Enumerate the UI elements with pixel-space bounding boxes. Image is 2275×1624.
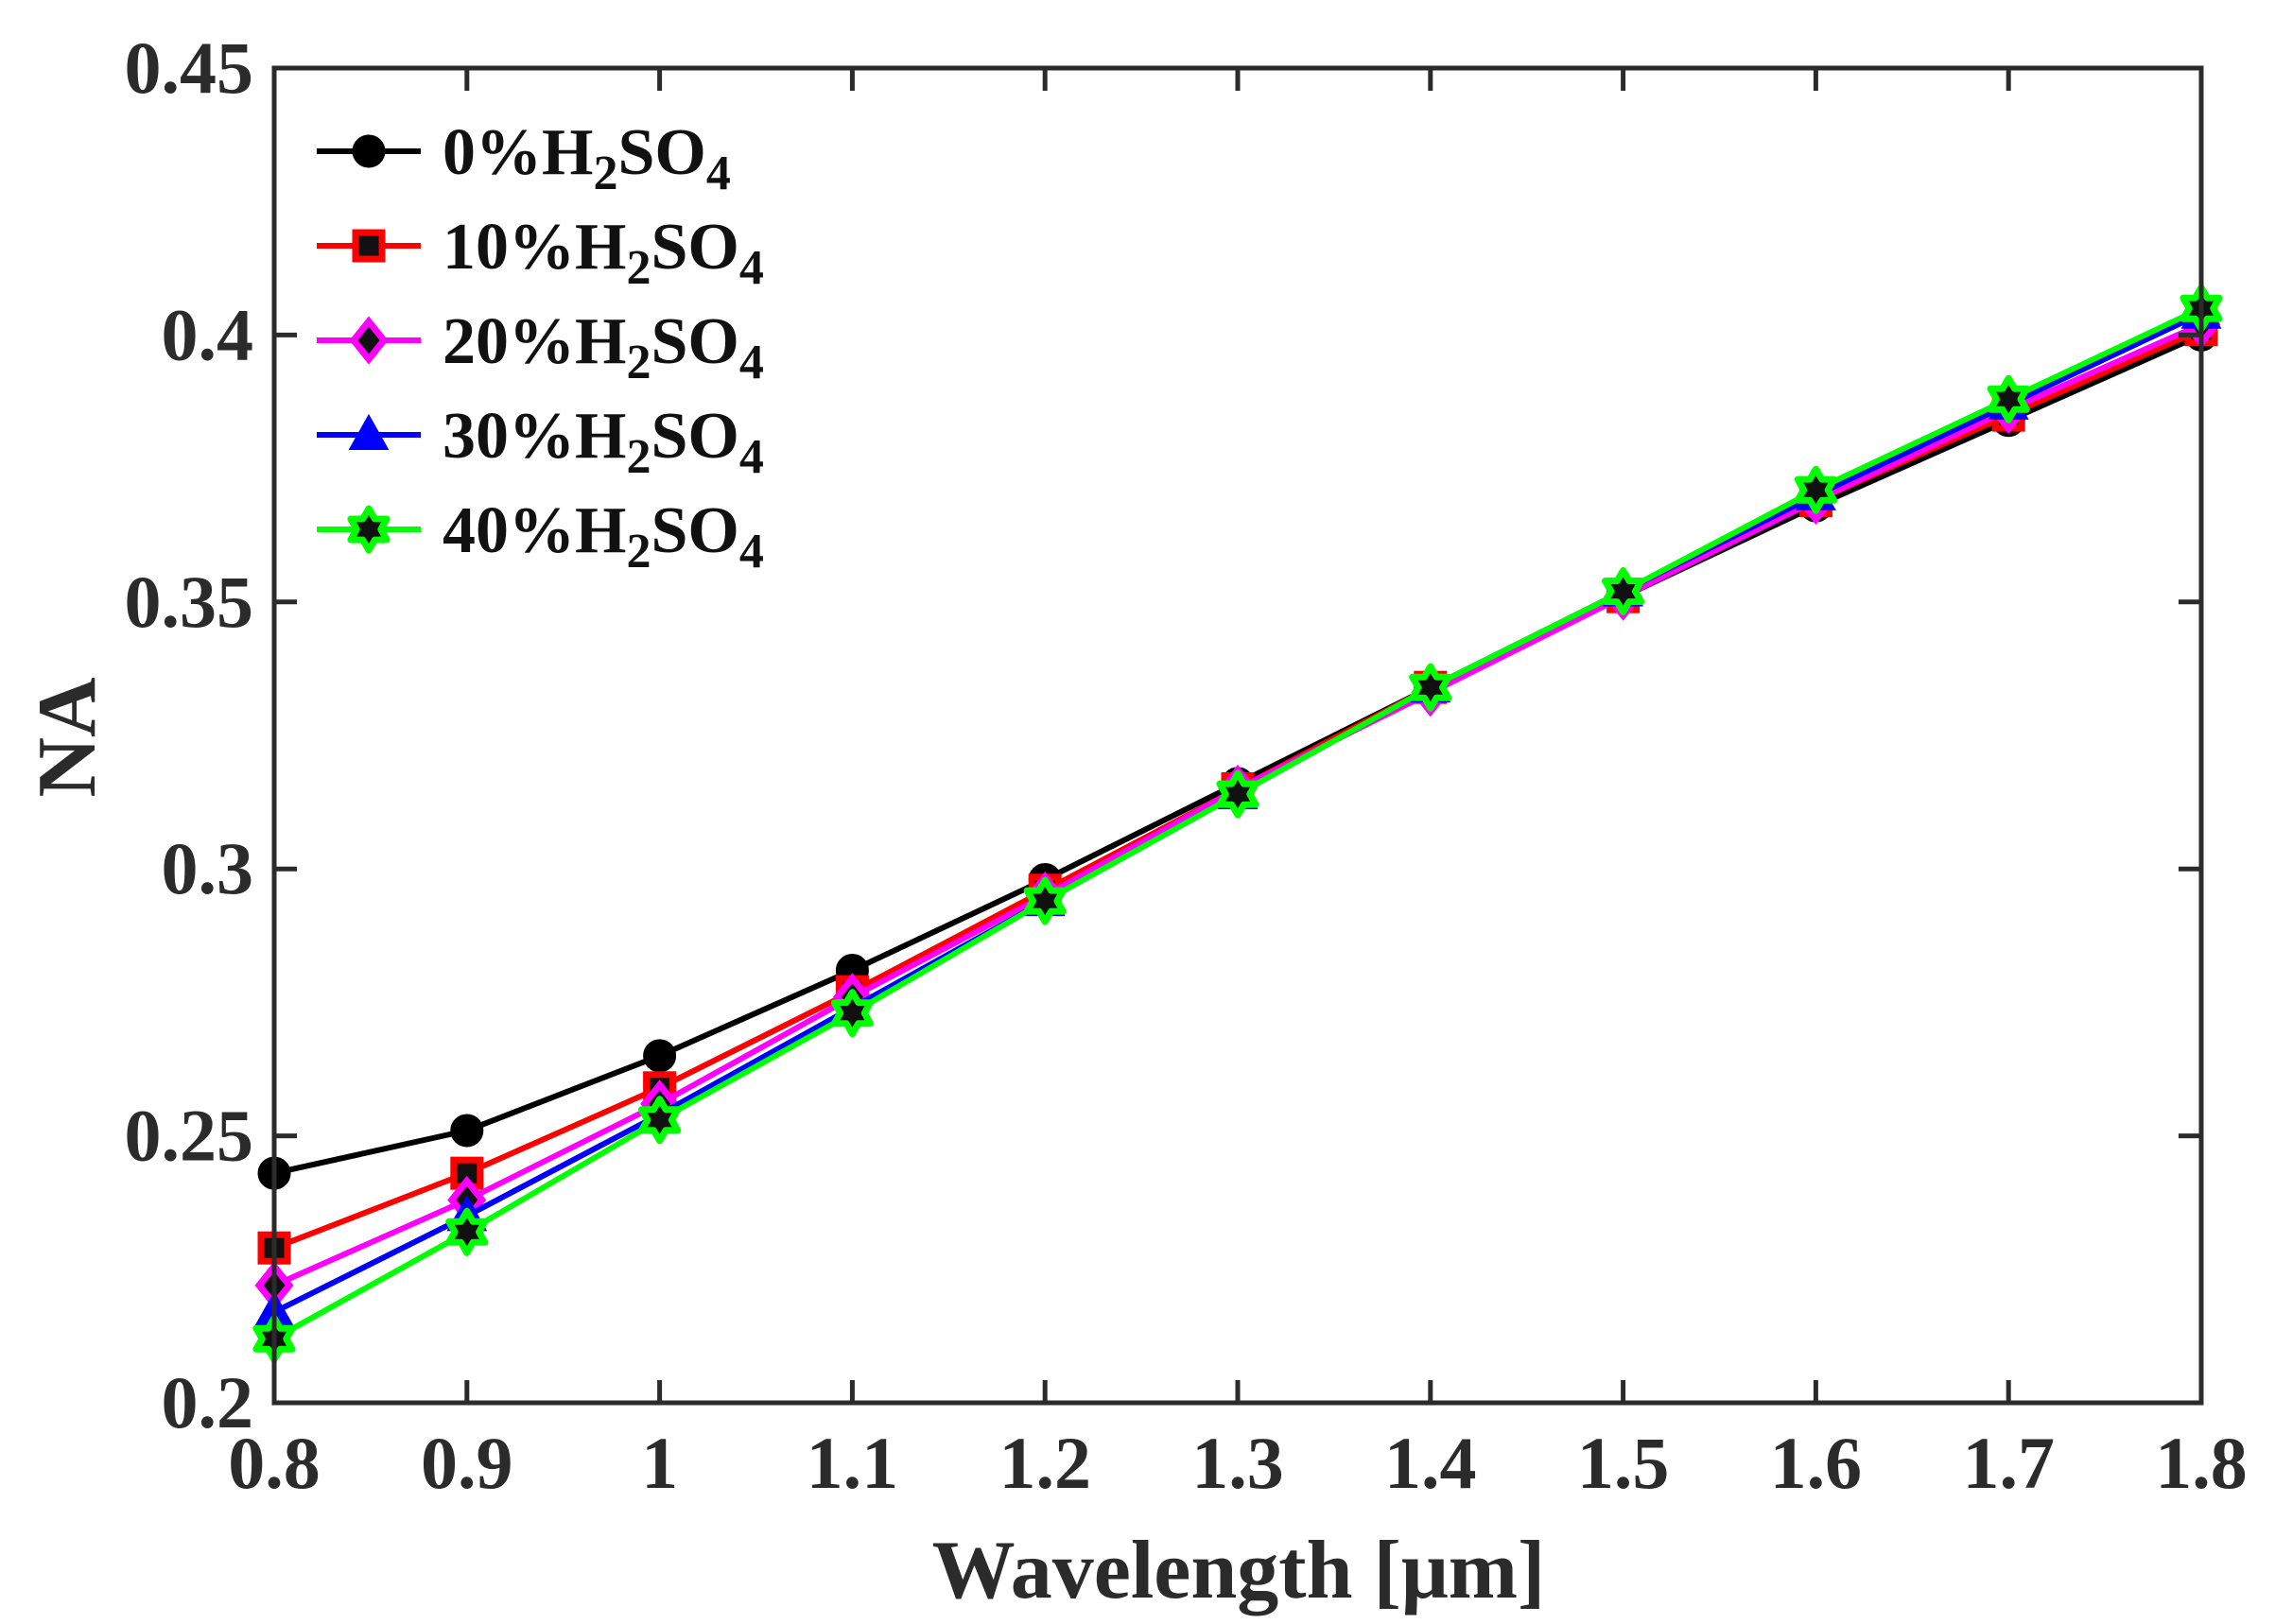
y-tick-label: 0.45: [125, 26, 254, 109]
legend-subscript: 2: [626, 430, 651, 484]
legend-subscript: 2: [626, 241, 651, 295]
legend-label: 20%H2SO4: [443, 305, 764, 389]
data-point: [1216, 769, 1259, 819]
legend-text: SO: [617, 116, 705, 189]
legend-item: 30%H2SO4: [317, 400, 764, 484]
x-tick-label: 0.8: [228, 1422, 321, 1504]
legend-text: SO: [651, 211, 738, 284]
x-tick-label: 1.4: [1384, 1422, 1477, 1504]
data-point: [445, 1207, 489, 1256]
data-point: [1409, 663, 1452, 712]
legend-label: 30%H2SO4: [443, 400, 764, 484]
legend-marker: [352, 134, 386, 168]
legend-item: 0%H2SO4: [317, 116, 731, 200]
legend-item: 40%H2SO4: [317, 494, 764, 579]
legend-subscript: 2: [626, 336, 651, 389]
legend-text: 0%: [443, 116, 542, 189]
data-point: [638, 1096, 682, 1145]
legend-item: 20%H2SO4: [317, 305, 764, 389]
legend-subscript: 2: [593, 147, 617, 200]
legend-label: 0%H2SO4: [443, 116, 731, 200]
data-point: [1602, 567, 1645, 615]
legend-text: H: [575, 494, 626, 567]
legend-subscript: 4: [739, 525, 764, 579]
legend-item: 10%H2SO4: [317, 211, 764, 295]
legend-text: H: [575, 305, 626, 378]
legend-marker: [352, 229, 386, 263]
data-point: [1987, 374, 2030, 423]
legend-label: 10%H2SO4: [443, 211, 764, 295]
legend-subscript: 4: [739, 241, 764, 295]
legend-text: H: [575, 400, 626, 473]
x-tick-label: 1.5: [1577, 1422, 1670, 1504]
y-tick-label: 0.3: [162, 827, 254, 909]
x-tick-label: 1.8: [2155, 1422, 2248, 1504]
ticks-layer: 0.8 0.9 1 1.1 1.2 1.3 1.4 1.5 1.6 1.7 1.8 0.2 0.25 0.…: [125, 26, 2248, 1504]
legend-text: H: [542, 116, 593, 189]
data-point: [450, 1114, 484, 1148]
legend-marker: [349, 316, 389, 365]
data-point: [1023, 876, 1067, 925]
legend-marker: [348, 413, 390, 450]
legend-text: 40%: [443, 494, 575, 567]
legend-text: 20%: [443, 305, 575, 378]
y-tick-label: 0.35: [125, 561, 254, 643]
legend-subscript: 4: [739, 430, 764, 484]
x-tick-label: 1.6: [1770, 1422, 1863, 1504]
legend-text: SO: [651, 305, 738, 378]
x-tick-label: 0.9: [421, 1422, 513, 1504]
y-tick-label: 0.25: [125, 1095, 254, 1177]
x-tick-label: 1.2: [999, 1422, 1091, 1504]
x-axis-label: Wavelength [μm]: [932, 1525, 1546, 1616]
y-tick-label: 0.2: [162, 1361, 254, 1443]
y-axis-label: NA: [22, 677, 113, 797]
data-point: [1794, 465, 1837, 514]
legend-text: SO: [651, 400, 738, 473]
x-tick-label: 1.7: [1962, 1422, 2055, 1504]
data-point: [830, 989, 874, 1038]
legend-text: 30%: [443, 400, 575, 473]
y-tick-label: 0.4: [162, 293, 254, 375]
legend-label: 40%H2SO4: [443, 494, 764, 579]
legend-text: SO: [651, 494, 738, 567]
legend-subscript: 4: [739, 336, 764, 389]
x-tick-label: 1: [641, 1422, 678, 1504]
legend-text: 10%: [443, 211, 575, 284]
x-tick-label: 1.1: [807, 1422, 899, 1504]
legend-text: H: [575, 211, 626, 284]
x-tick-label: 1.3: [1191, 1422, 1284, 1504]
legend-marker: [347, 505, 391, 554]
legend-subscript: 2: [626, 525, 651, 579]
series-4: [252, 284, 2223, 1363]
legend-subscript: 4: [706, 147, 731, 200]
data-point: [643, 1039, 677, 1073]
